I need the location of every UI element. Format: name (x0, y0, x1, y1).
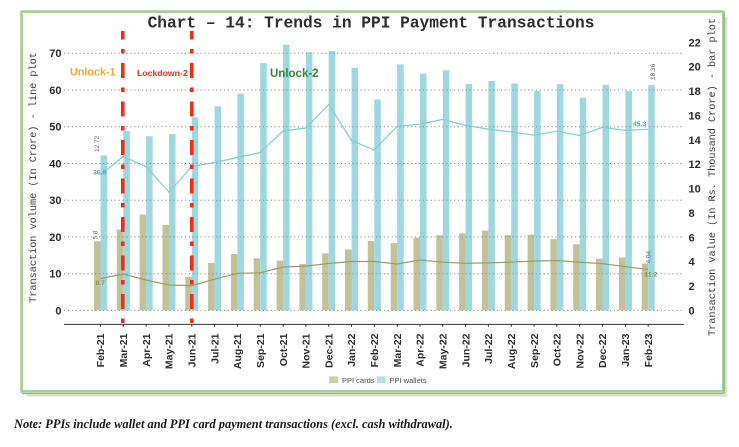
svg-text:10: 10 (689, 184, 701, 196)
svg-text:Apr-22: Apr-22 (415, 333, 427, 366)
svg-text:Mar-21: Mar-21 (118, 333, 130, 367)
svg-text:Jan-23: Jan-23 (620, 333, 632, 366)
svg-text:6: 6 (689, 232, 695, 244)
svg-text:Mar-22: Mar-22 (392, 333, 404, 367)
svg-text:Feb-22: Feb-22 (369, 333, 381, 367)
svg-text:Aug-22: Aug-22 (506, 333, 518, 369)
svg-text:60: 60 (49, 85, 61, 97)
svg-text:18.36: 18.36 (650, 63, 657, 80)
svg-text:Aug-21: Aug-21 (232, 333, 244, 369)
svg-text:50: 50 (49, 122, 61, 134)
svg-text:Dec-22: Dec-22 (597, 333, 609, 368)
svg-text:20: 20 (689, 62, 701, 74)
svg-text:Feb-21: Feb-21 (95, 333, 107, 367)
svg-text:Jun-21: Jun-21 (186, 333, 198, 367)
svg-text:Sep-21: Sep-21 (255, 333, 267, 368)
svg-text:PPI cards: PPI cards (342, 376, 375, 385)
svg-text:Note: PPIs include wallet and: Note: PPIs include wallet and PPI card p… (13, 417, 453, 431)
svg-text:16: 16 (689, 110, 701, 122)
svg-text:8: 8 (689, 208, 695, 220)
svg-text:0: 0 (689, 305, 695, 317)
svg-text:PPI wallets: PPI wallets (390, 376, 427, 385)
svg-text:Transaction volume (In Crore): Transaction volume (In Crore) - line plo… (28, 52, 40, 303)
svg-text:2: 2 (689, 281, 695, 293)
svg-text:Oct-21: Oct-21 (278, 333, 290, 366)
svg-text:Dec-21: Dec-21 (323, 333, 335, 368)
svg-text:11.2: 11.2 (645, 272, 658, 279)
svg-text:5.8: 5.8 (93, 230, 100, 239)
svg-text:0: 0 (55, 305, 61, 317)
svg-text:4: 4 (689, 257, 696, 269)
svg-text:Transaction value (In Rs. Thou: Transaction value (In Rs. Thousand Crore… (707, 18, 719, 336)
svg-text:Chart – 14: Trends in PPI Paym: Chart – 14: Trends in PPI Payment Transa… (148, 15, 595, 33)
svg-text:10: 10 (49, 269, 61, 281)
svg-text:Nov-21: Nov-21 (301, 333, 313, 368)
svg-text:14: 14 (689, 135, 702, 147)
svg-text:12: 12 (689, 159, 701, 171)
svg-text:12.72: 12.72 (94, 135, 101, 152)
svg-text:70: 70 (49, 48, 61, 60)
svg-text:Lockdown-2: Lockdown-2 (137, 68, 188, 78)
svg-text:Unlock-1: Unlock-1 (70, 67, 116, 79)
svg-text:May-22: May-22 (437, 333, 449, 369)
svg-text:36.9: 36.9 (93, 170, 106, 177)
svg-text:Sep-22: Sep-22 (529, 333, 541, 368)
svg-text:22: 22 (689, 37, 701, 49)
svg-text:20: 20 (49, 232, 61, 244)
svg-text:Apr-21: Apr-21 (141, 333, 153, 366)
svg-text:Feb-23: Feb-23 (643, 333, 655, 367)
svg-text:40: 40 (49, 158, 61, 170)
svg-text:30: 30 (49, 195, 61, 207)
svg-text:8.7: 8.7 (96, 280, 106, 287)
svg-text:Nov-22: Nov-22 (574, 333, 586, 368)
svg-text:Jun-22: Jun-22 (460, 333, 472, 367)
svg-text:4.04: 4.04 (646, 250, 653, 263)
svg-text:Jul-21: Jul-21 (209, 333, 221, 364)
svg-text:May-21: May-21 (164, 333, 176, 369)
svg-text:Unlock-2: Unlock-2 (270, 68, 319, 80)
svg-text:18: 18 (689, 86, 701, 98)
svg-text:45.3: 45.3 (633, 121, 646, 128)
svg-text:Oct-22: Oct-22 (552, 333, 564, 366)
svg-text:Jan-22: Jan-22 (346, 333, 358, 366)
svg-text:Jul-22: Jul-22 (483, 333, 495, 364)
